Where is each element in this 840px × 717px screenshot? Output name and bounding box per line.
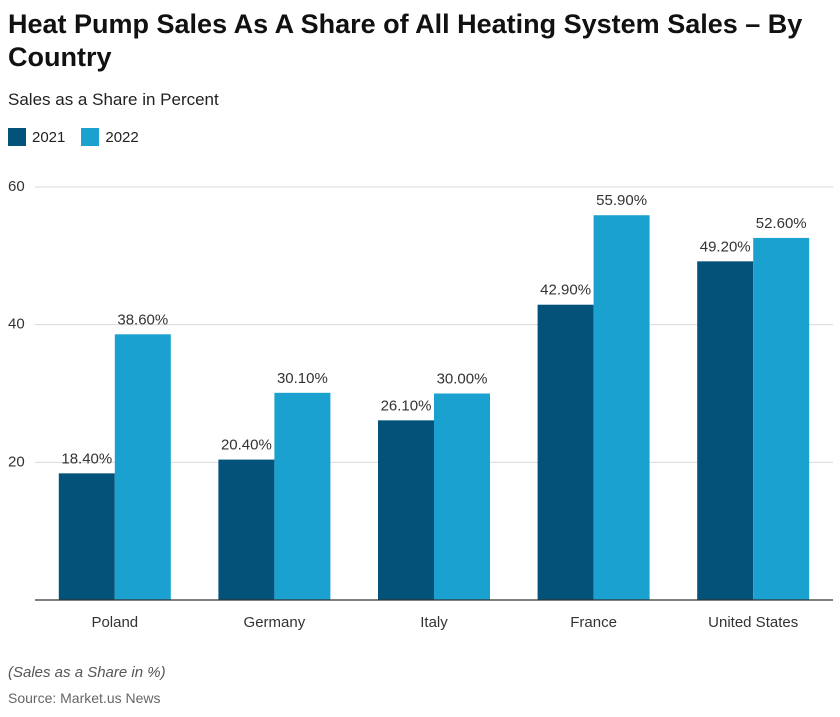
data-label: 30.10%: [277, 370, 328, 387]
bar: [434, 393, 490, 600]
source: Source: Market.us News: [8, 690, 161, 706]
bar: [274, 392, 331, 600]
x-tick-label: United States: [708, 614, 798, 631]
x-tick-label: France: [570, 614, 617, 631]
y-tick-label: 20: [8, 453, 25, 470]
bar: [593, 215, 650, 600]
data-label: 18.40%: [61, 450, 112, 467]
x-tick-label: Germany: [244, 614, 306, 631]
x-tick-label: Italy: [420, 614, 448, 631]
bar: [218, 459, 275, 600]
note: (Sales as a Share in %): [8, 664, 166, 681]
chart-title: Heat Pump Sales As A Share of All Heatin…: [8, 9, 803, 72]
data-label: 42.90%: [540, 282, 591, 299]
legend-label: 2021: [32, 128, 66, 146]
legend-item: 2022: [81, 128, 139, 146]
bar: [537, 304, 594, 600]
legend-swatch: [81, 128, 100, 146]
chart-subtitle: Sales as a Share in Percent: [8, 90, 219, 109]
bar: [697, 261, 754, 600]
data-label: 20.40%: [221, 437, 272, 454]
legend-swatch: [8, 128, 26, 146]
data-label: 38.60%: [117, 311, 168, 328]
bar: [378, 420, 434, 600]
data-label: 55.90%: [596, 192, 647, 209]
x-tick-label: Poland: [91, 614, 138, 631]
data-label: 49.20%: [700, 238, 751, 255]
y-tick-label: 60: [8, 178, 25, 195]
bar: [114, 334, 171, 600]
data-label: 26.10%: [381, 397, 432, 414]
legend: 2021 2022: [8, 128, 139, 146]
data-label: 52.60%: [756, 215, 807, 232]
y-tick-label: 40: [8, 316, 25, 333]
legend-item: 2021: [8, 128, 65, 146]
bar: [58, 473, 115, 600]
legend-label: 2022: [105, 128, 139, 146]
data-label: 30.00%: [437, 370, 488, 387]
bar: [753, 237, 810, 601]
